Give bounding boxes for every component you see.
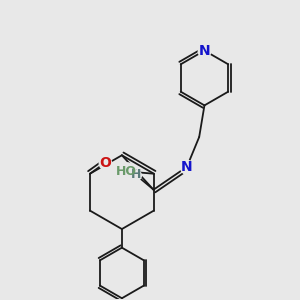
Text: N: N bbox=[199, 44, 210, 58]
Text: H: H bbox=[131, 168, 141, 182]
Text: HO: HO bbox=[116, 166, 137, 178]
Text: O: O bbox=[99, 156, 111, 170]
Text: N: N bbox=[181, 160, 193, 174]
